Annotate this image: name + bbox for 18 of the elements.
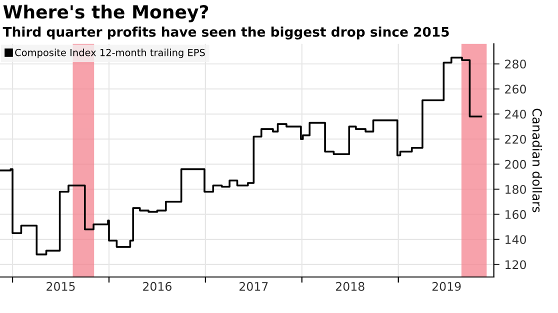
y-tick-label: 140 [506,235,526,244]
x-tick-label: 2017 [240,282,268,291]
x-tick-label: 2016 [143,282,172,291]
y-tick-label: 160 [506,210,526,219]
y-tick-label: 260 [505,84,526,94]
y-tick-label: 240 [505,110,526,119]
chart-subtitle: Third quarter profits have seen the biggest drop since 2015 [2,26,449,40]
x-tick-label: 2018 [336,282,364,291]
chart-title: Where's the Money? [3,4,208,22]
x-tick-label: 2019 [432,282,461,291]
y-tick-label: 180 [506,184,526,194]
legend-label: Composite Index 12-month trailing EPS [15,48,205,58]
y-tick-label: 280 [505,60,526,69]
y-tick-label: 200 [505,160,526,169]
y-tick-label: 220 [505,134,526,144]
y-axis-title: Canadian dollars [532,108,542,212]
x-tick-label: 2015 [46,282,75,291]
y-tick-label: 120 [506,260,526,270]
